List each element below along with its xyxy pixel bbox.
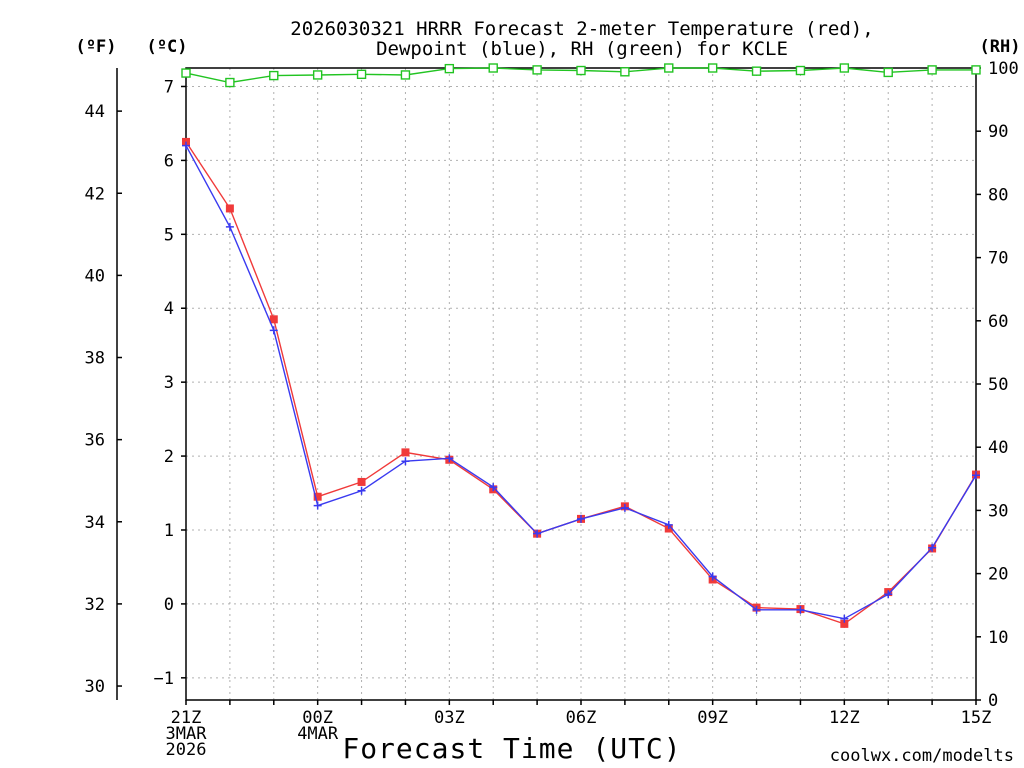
dewpoint-point	[182, 141, 190, 150]
tick-labels: −101234567303234363840424401020304050607…	[85, 59, 1019, 760]
rh-point	[839, 63, 850, 73]
x-tick-label: 03Z	[434, 708, 465, 728]
rh-tick-label: 90	[988, 122, 1008, 142]
rh-point	[225, 77, 235, 88]
plot-frame	[185, 67, 977, 701]
x-tick-label: 06Z	[566, 708, 597, 728]
celsius-tick-label: 0	[164, 595, 174, 615]
fahrenheit-tick-label: 44	[85, 102, 105, 122]
x-tick-label: 09Z	[697, 708, 728, 728]
rh-point	[532, 65, 542, 75]
x-tick-label: 4MAR	[297, 724, 339, 744]
rh-point	[971, 65, 981, 75]
dewpoint-point	[577, 514, 585, 523]
rh-unit-label: (RH)	[980, 37, 1021, 57]
rh-tick-label: 20	[988, 565, 1008, 585]
rh-point	[795, 65, 806, 76]
rh-tick-label: 40	[988, 438, 1008, 458]
chart-title-line-2: Dewpoint (blue), RH (green) for KCLE	[376, 38, 788, 60]
rh-point	[444, 63, 455, 74]
dewpoint-point	[840, 614, 849, 623]
dewpoint-point	[401, 457, 410, 466]
2-meter-temperature-point	[357, 477, 366, 486]
rh-point	[883, 67, 893, 78]
2-meter-temperature-line	[185, 141, 977, 625]
x-axis-label: Forecast Time (UTC)	[342, 732, 681, 765]
fahrenheit-tick-label: 42	[85, 184, 105, 204]
celsius-tick-label: 4	[164, 299, 174, 319]
rh-tick-label: 50	[988, 375, 1008, 395]
x-tick-label: 15Z	[961, 708, 992, 728]
rh-point	[927, 65, 937, 75]
rh-tick-label: 30	[988, 501, 1008, 521]
x-tick-label: 3MAR	[166, 724, 208, 744]
dewpoint-point	[928, 543, 937, 552]
2-meter-temperature-point	[401, 448, 410, 457]
2-meter-temperature-point	[225, 204, 234, 213]
rh-tick-label: 80	[988, 185, 1008, 205]
celsius-tick-label: 6	[164, 151, 174, 171]
rh-point	[664, 63, 674, 73]
rh-point	[620, 67, 630, 77]
rh-point	[356, 69, 367, 80]
fahrenheit-tick-label: 30	[85, 677, 105, 697]
rh-point	[312, 70, 323, 80]
axes	[116, 67, 981, 705]
dewpoint-point	[445, 454, 454, 463]
dewpoint-point	[533, 529, 542, 538]
x-tick-label: 21Z	[171, 708, 202, 728]
dewpoint-point	[972, 471, 980, 480]
dewpoint-point	[225, 222, 234, 231]
rh-point	[400, 70, 411, 80]
dewpoint-point	[357, 486, 366, 495]
celsius-tick-label: 2	[164, 447, 174, 467]
fahrenheit-tick-label: 36	[85, 431, 105, 451]
rh-tick-label: 70	[988, 249, 1008, 269]
rh-point	[576, 65, 586, 76]
celsius-tick-label: 5	[164, 225, 174, 245]
x-tick-label: 12Z	[829, 708, 860, 728]
dewpoint-point	[269, 326, 278, 335]
rh-point	[181, 68, 191, 78]
dewpoint-line	[185, 145, 977, 620]
data-series	[181, 63, 981, 628]
fahrenheit-tick-label: 34	[85, 513, 105, 533]
rh-tick-label: 0	[988, 691, 998, 711]
dewpoint-point	[489, 483, 498, 492]
dewpoint-point	[313, 501, 322, 510]
credit-link[interactable]: coolwx.com/modelts	[830, 746, 1014, 766]
fahrenheit-unit-label: (ºF)	[76, 37, 117, 57]
x-tick-label: 00Z	[302, 708, 333, 728]
rh-point	[488, 63, 498, 73]
fahrenheit-tick-label: 32	[85, 595, 105, 615]
dewpoint-point	[752, 605, 761, 614]
2-meter-temperature-point	[313, 492, 322, 501]
dewpoint-point	[664, 520, 673, 529]
dewpoint-point	[708, 572, 717, 581]
celsius-tick-label: 3	[164, 373, 174, 393]
celsius-unit-label: (ºC)	[147, 37, 188, 57]
rh-tick-label: 10	[988, 628, 1008, 648]
celsius-tick-label: −1	[154, 669, 174, 689]
fahrenheit-tick-label: 40	[85, 266, 105, 286]
dewpoint-point	[884, 590, 893, 599]
dewpoint-point	[620, 503, 629, 512]
2-meter-temperature-point	[840, 619, 849, 628]
chart-title-line-1: 2026030321 HRRR Forecast 2-meter Tempera…	[290, 18, 873, 40]
rh-tick-label: 60	[988, 312, 1008, 332]
fahrenheit-tick-label: 38	[85, 349, 105, 369]
rh-tick-label: 100	[988, 59, 1019, 79]
rh-point	[707, 63, 718, 73]
grid-lines	[186, 68, 976, 700]
dewpoint-point	[796, 605, 805, 614]
celsius-tick-label: 7	[164, 77, 174, 97]
rh-point	[269, 70, 279, 81]
rh-point	[751, 66, 762, 76]
celsius-tick-label: 1	[164, 521, 174, 541]
x-tick-label: 2026	[166, 740, 207, 760]
2-meter-temperature-point	[269, 315, 278, 324]
